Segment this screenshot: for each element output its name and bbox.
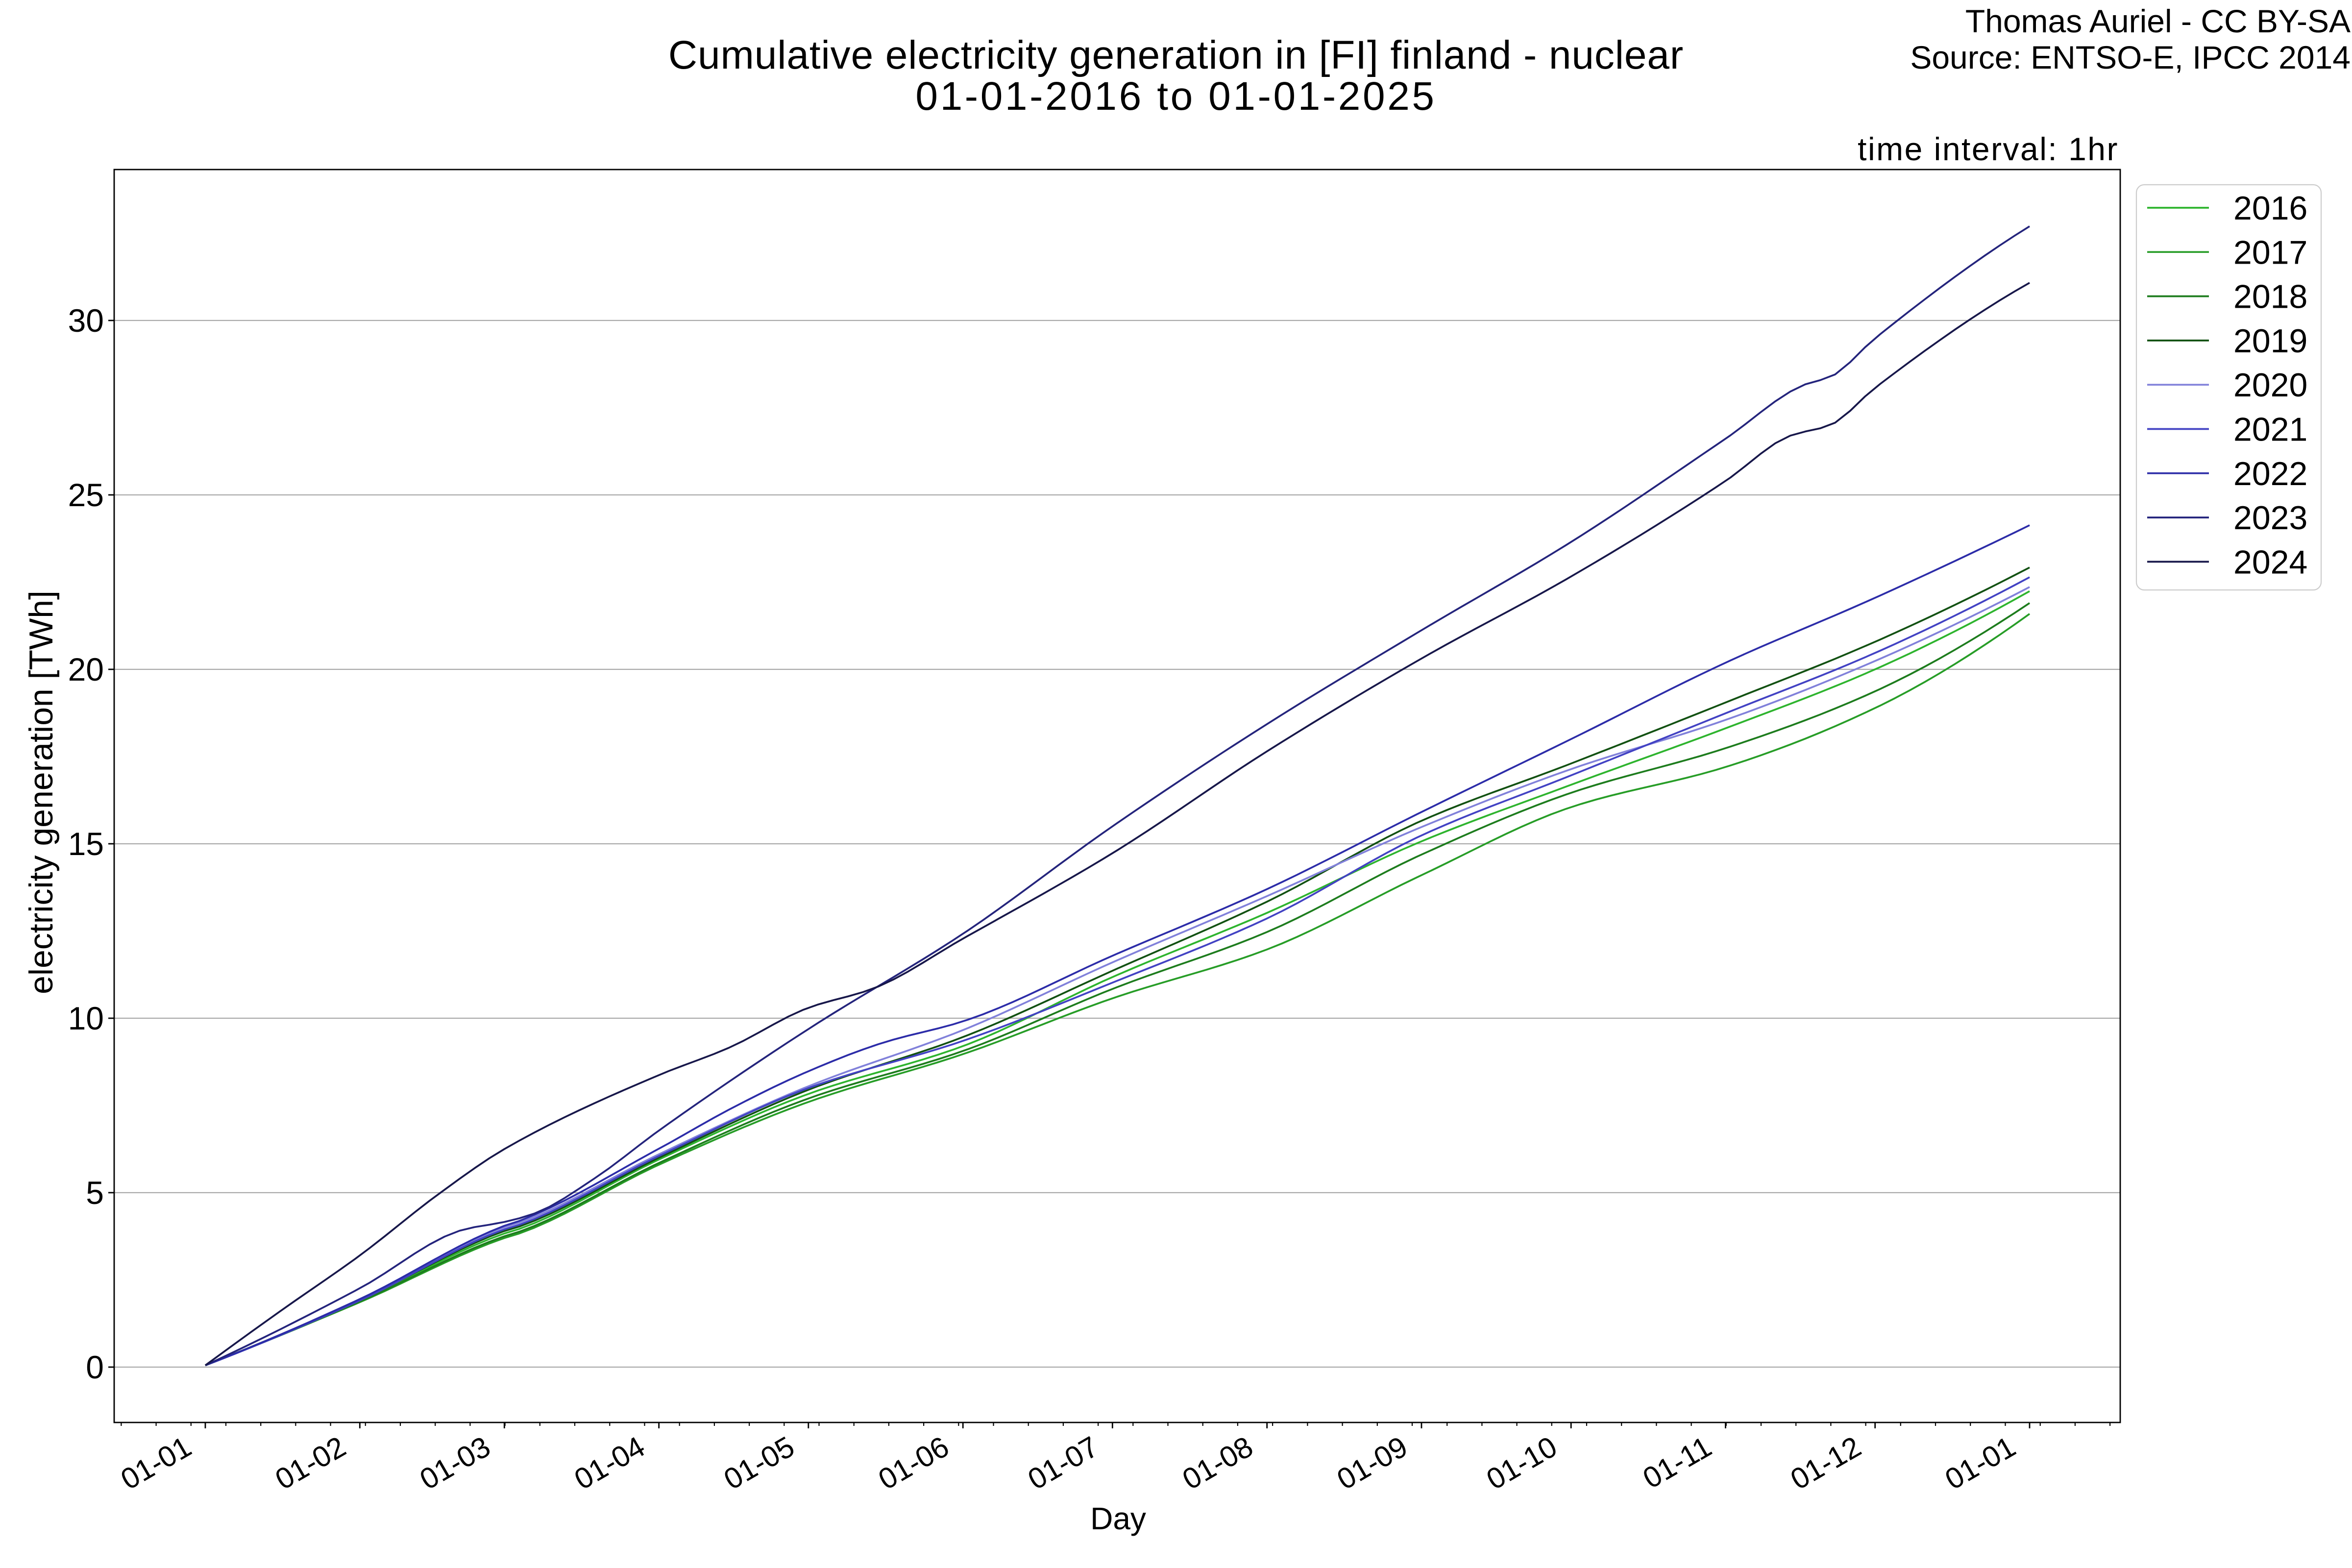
svg-text:time interval: 1hr: time interval: 1hr [1858,131,2119,167]
svg-text:2022: 2022 [2233,455,2307,492]
svg-text:5: 5 [86,1175,104,1211]
svg-text:2018: 2018 [2233,278,2307,316]
svg-text:0: 0 [86,1349,104,1385]
svg-text:Day: Day [1090,1501,1146,1536]
svg-text:2021: 2021 [2233,411,2307,448]
svg-text:2020: 2020 [2233,367,2307,404]
svg-text:25: 25 [68,477,104,513]
svg-text:30: 30 [68,302,104,339]
svg-text:2023: 2023 [2233,499,2307,537]
svg-text:Thomas Auriel - CC BY-SA: Thomas Auriel - CC BY-SA [1965,3,2351,39]
svg-text:Cumulative electricity generat: Cumulative electricity generation in [FI… [668,33,1684,77]
svg-text:2017: 2017 [2233,234,2307,271]
svg-text:15: 15 [68,826,104,862]
svg-text:01-01-2016 to 01-01-2025: 01-01-2016 to 01-01-2025 [915,74,1436,119]
svg-text:2016: 2016 [2233,190,2307,227]
svg-text:20: 20 [68,651,104,687]
svg-text:electricity generation [TWh]: electricity generation [TWh] [23,590,60,994]
svg-text:2019: 2019 [2233,322,2307,360]
svg-text:10: 10 [68,1000,104,1036]
svg-text:2024: 2024 [2233,543,2307,581]
svg-text:Source: ENTSO-E, IPCC 2014: Source: ENTSO-E, IPCC 2014 [1910,39,2351,75]
